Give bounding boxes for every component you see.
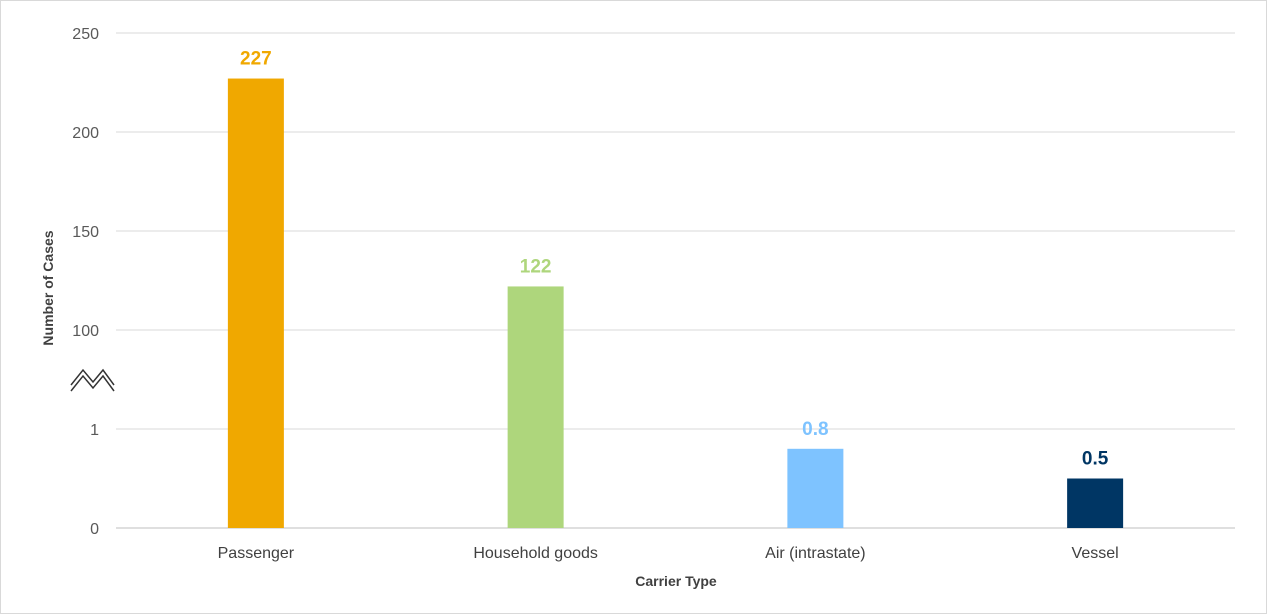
y-tick-label: 1 — [90, 422, 99, 439]
y-tick-labels: 0 1 100 150 200 250 — [72, 26, 99, 538]
x-axis-title: Carrier Type — [635, 573, 717, 589]
data-label: 0.5 — [1082, 449, 1109, 470]
bar — [787, 448, 844, 528]
bars — [227, 78, 1124, 528]
data-label: 227 — [240, 49, 272, 70]
y-axis-title: Number of Cases — [40, 230, 56, 345]
gridlines — [116, 32, 1235, 529]
data-labels: 227 122 0.8 0.5 — [240, 49, 1109, 470]
data-label: 0.8 — [802, 419, 828, 440]
data-label: 122 — [520, 256, 552, 277]
y-tick-label: 0 — [90, 521, 99, 538]
y-tick-label: 100 — [72, 323, 99, 340]
axis-break-icon — [70, 368, 115, 392]
bar — [507, 286, 564, 528]
y-tick-label: 200 — [72, 125, 99, 142]
x-tick-labels: Passenger Household goods Air (intrastate)… — [218, 545, 1119, 562]
x-tick-label: Vessel — [1072, 545, 1119, 562]
bar — [227, 78, 284, 528]
x-tick-label: Household goods — [473, 545, 598, 562]
x-tick-label: Passenger — [218, 545, 295, 562]
x-tick-label: Air (intrastate) — [765, 545, 865, 562]
y-tick-label: 250 — [72, 26, 99, 43]
bar — [1067, 478, 1124, 528]
y-tick-label: 150 — [72, 224, 99, 241]
